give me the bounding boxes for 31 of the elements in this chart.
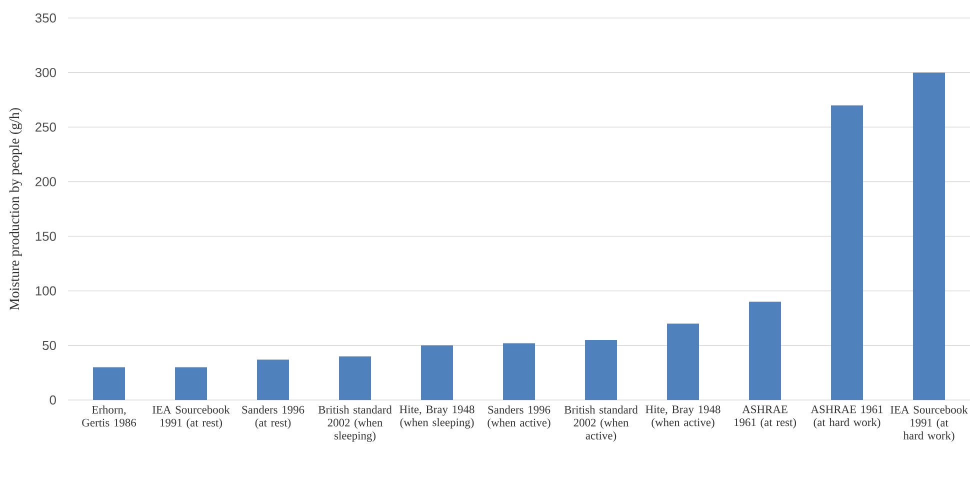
- x-tick-label: ASHRAE 1961 (at rest): [734, 406, 796, 428]
- y-tick-label: 50: [42, 340, 56, 350]
- bar: [503, 343, 536, 400]
- y-tick-label: 350: [35, 13, 56, 23]
- x-tick-label: Erhorn, Gertis 1986: [82, 406, 136, 427]
- bar: [749, 302, 782, 400]
- x-tick-label: British standard 2002 (when active): [564, 406, 638, 442]
- y-tick-label: 150: [36, 232, 56, 241]
- bar: [93, 367, 125, 400]
- x-tick-label: Sanders 1996 (when active): [488, 406, 550, 429]
- bar: [421, 345, 454, 400]
- x-tick-label: Hite, Bray 1948 (when sleeping): [400, 406, 474, 429]
- x-tick-label: British standard 2002 (when sleeping): [318, 406, 392, 442]
- x-tick-label: Hite, Bray 1948 (when active): [646, 406, 720, 429]
- bar: [667, 324, 700, 400]
- y-tick-label: 200: [36, 177, 56, 186]
- y-tick-label: 250: [36, 122, 56, 132]
- bar: [339, 356, 372, 400]
- bar: [913, 72, 946, 400]
- x-tick-label: IEA Sourcebook 1991 (at rest): [152, 406, 230, 429]
- bar: [257, 360, 290, 400]
- x-tick-label: Sanders 1996 (at rest): [242, 406, 304, 429]
- y-tick-label: 0: [50, 395, 56, 405]
- bar: [831, 105, 864, 400]
- y-tick-label: 300: [35, 68, 56, 78]
- y-tick-label: 100: [36, 286, 56, 296]
- x-tick-label: ASHRAE 1961 (at hard work): [810, 406, 883, 428]
- bar: [585, 340, 618, 400]
- x-tick-label: IEA Sourcebook 1991 (at hard work): [890, 406, 968, 442]
- y-axis-title: Moisture production by people (g/h): [9, 108, 22, 310]
- bar: [175, 367, 207, 400]
